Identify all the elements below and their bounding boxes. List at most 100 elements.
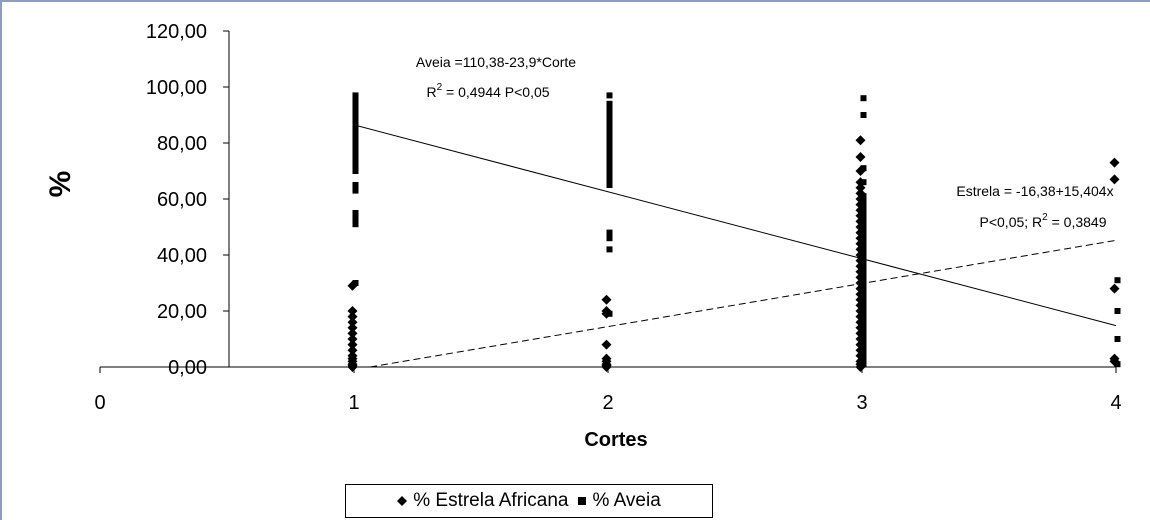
point-aveia — [860, 221, 867, 228]
point-aveia — [860, 344, 867, 351]
point-estrela-africana — [347, 311, 358, 322]
point-aveia — [860, 215, 867, 222]
point-aveia — [860, 243, 867, 250]
point-aveia — [1114, 361, 1121, 368]
point-aveia — [606, 182, 613, 188]
y-tick-label: 20,00 — [157, 301, 207, 323]
point-aveia — [352, 137, 359, 144]
point-aveia — [606, 310, 613, 317]
point-aveia — [1114, 336, 1121, 342]
point-aveia — [860, 322, 867, 328]
point-aveia — [860, 254, 867, 261]
point-aveia — [860, 165, 867, 172]
point-aveia — [606, 106, 613, 113]
point-aveia — [860, 338, 867, 345]
y-axis-title: % — [44, 171, 77, 198]
diamond-marker-icon — [397, 496, 408, 506]
point-aveia — [352, 182, 359, 188]
legend-label-estrela: % Estrela Africana — [413, 490, 569, 511]
point-estrela-africana — [1109, 283, 1120, 294]
point-aveia — [860, 232, 867, 239]
legend-item-estrela: % Estrela Africana — [397, 490, 568, 512]
y-tick-labels: 0,00 20,00 40,00 60,00 80,00 100,00 120,00 — [146, 21, 229, 379]
point-estrela-africana — [347, 322, 358, 333]
point-estrela-africana — [347, 328, 358, 339]
y-tick-label: 100,00 — [146, 77, 207, 99]
trendline-estrela — [370, 239, 1117, 368]
aveia-r2-exp: 2 — [437, 82, 443, 93]
point-aveia — [860, 288, 867, 295]
point-aveia — [352, 221, 359, 228]
point-aveia — [352, 92, 359, 99]
point-estrela-africana — [601, 294, 612, 305]
x-axis-title: Cortes — [584, 429, 647, 451]
y-tick-label: 80,00 — [157, 133, 207, 155]
point-aveia — [606, 140, 613, 146]
x-tick-label: 3 — [856, 392, 867, 414]
point-aveia — [606, 134, 613, 141]
point-aveia — [860, 333, 867, 340]
point-aveia — [352, 168, 359, 174]
estrela-r2: P<0,05; R2 = 0,3849 — [980, 212, 1107, 230]
point-aveia — [860, 277, 867, 284]
estrela-equation: Estrela = -16,38+15,404x — [956, 183, 1113, 199]
point-estrela-africana — [347, 362, 358, 372]
point-aveia — [352, 187, 359, 194]
point-aveia — [606, 92, 613, 99]
point-estrela-africana — [347, 306, 358, 316]
point-aveia — [860, 305, 867, 312]
estrela-r2-rest: = 0,3849 — [1048, 214, 1107, 230]
legend: % Estrela Africana % Aveia — [345, 484, 713, 518]
y-tick-label: 120,00 — [146, 21, 207, 43]
point-aveia — [606, 229, 613, 236]
trendline-aveia — [353, 124, 1117, 327]
legend-item-aveia: % Aveia — [578, 490, 661, 512]
point-aveia — [860, 198, 867, 205]
point-aveia — [606, 235, 613, 242]
x-tick-label: 4 — [1110, 392, 1121, 414]
point-estrela-africana — [855, 182, 866, 193]
point-estrela-africana — [347, 339, 358, 350]
legend-label-aveia: % Aveia — [592, 490, 661, 511]
point-aveia — [860, 294, 867, 300]
x-tick-labels: 0 1 2 3 4 — [94, 367, 1122, 414]
aveia-r2: R2 = 0,4944 P<0,05 — [426, 82, 549, 100]
point-aveia — [860, 310, 867, 317]
point-aveia — [860, 327, 867, 334]
point-estrela-africana — [1109, 157, 1120, 168]
x-tick-label: 1 — [348, 392, 359, 414]
point-aveia — [860, 355, 867, 362]
point-aveia — [860, 193, 867, 200]
point-estrela-africana — [855, 152, 866, 162]
point-aveia — [860, 179, 867, 186]
point-estrela-africana — [347, 317, 358, 328]
x-tick-label: 2 — [602, 392, 613, 414]
square-marker-icon — [578, 497, 587, 505]
point-aveia — [352, 215, 359, 222]
point-aveia — [860, 238, 867, 244]
point-aveia — [352, 210, 359, 216]
point-estrela-africana — [855, 135, 866, 146]
point-aveia — [860, 226, 867, 233]
point-aveia — [1114, 277, 1121, 284]
estrela-r2-exp: 2 — [1042, 212, 1048, 223]
point-aveia — [606, 246, 613, 253]
point-aveia — [860, 204, 867, 211]
point-estrela-africana — [1109, 174, 1120, 185]
point-aveia — [860, 210, 867, 216]
point-aveia — [860, 249, 867, 256]
point-aveia — [860, 361, 867, 368]
point-aveia — [860, 112, 867, 118]
point-aveia — [860, 350, 867, 356]
point-aveia — [860, 271, 867, 278]
point-aveia — [1114, 308, 1121, 314]
point-estrela-africana — [347, 334, 358, 344]
aveia-r2-prefix: R — [426, 84, 436, 100]
aveia-equation: Aveia =110,38-23,9*Corte — [416, 54, 576, 70]
point-aveia — [352, 131, 359, 138]
y-tick-label: 60,00 — [157, 189, 207, 211]
x-tick-label: 0 — [94, 392, 105, 414]
point-aveia — [860, 282, 867, 289]
